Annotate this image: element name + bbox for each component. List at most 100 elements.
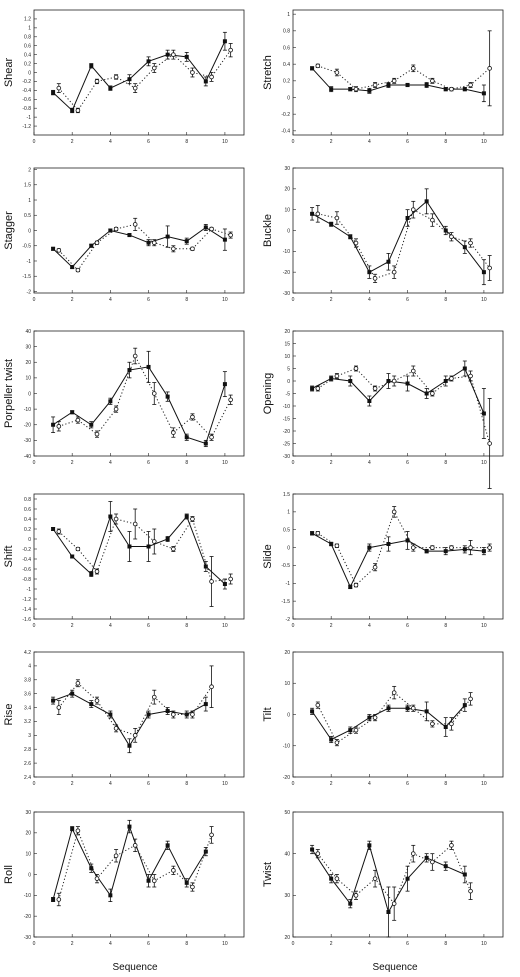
data-point-solid	[405, 876, 410, 881]
series-solid-line	[311, 200, 485, 273]
data-point-open	[315, 530, 321, 536]
y-tick-label: 0.8	[283, 29, 290, 35]
x-tick-label: 2	[330, 623, 333, 629]
data-point-solid	[310, 847, 315, 852]
data-point-solid	[89, 243, 94, 248]
data-point-open	[468, 888, 473, 894]
data-point-solid	[222, 39, 227, 44]
data-point-open	[487, 441, 492, 446]
data-point-solid	[70, 691, 75, 696]
data-point-solid	[348, 234, 353, 239]
data-point-solid	[386, 706, 391, 711]
data-point-open	[334, 373, 340, 379]
y-axis-label: Tilt	[262, 707, 274, 721]
panel-tilt: -20 -10 0 10 20 0 2 4 6 8 10 Tilt	[262, 650, 504, 787]
data-point-solid	[443, 864, 448, 869]
x-tick-label: 8	[185, 781, 188, 787]
panel-rise: 2.4 2.6 2.8 3 3.2 3.4 3.6 3.8 4 4.2 0 2 4 6 8 10 Rise	[3, 650, 245, 787]
x-tick-label: 0	[292, 623, 295, 629]
y-tick-label: -30	[283, 291, 290, 297]
data-point-open	[151, 878, 157, 884]
data-point-solid	[89, 572, 94, 576]
y-tick-label: -20	[24, 423, 31, 429]
data-point-open	[113, 406, 119, 412]
y-tick-label: -0.4	[22, 557, 31, 563]
data-point-solid	[424, 83, 429, 87]
data-point-solid	[127, 824, 132, 829]
series-solid-line	[52, 41, 226, 112]
data-point-open	[75, 546, 81, 552]
data-point-open	[372, 876, 378, 881]
x-tick-label: 0	[292, 297, 295, 303]
x-tick-label: 4	[109, 297, 112, 303]
data-point-solid	[424, 199, 429, 204]
x-tick-label: 2	[330, 941, 333, 947]
y-tick-label: -1	[27, 259, 32, 265]
y-tick-label: 0.2	[283, 79, 290, 85]
plot-frame	[292, 330, 504, 457]
y-tick-label: 30	[25, 810, 31, 816]
x-tick-label: 10	[222, 297, 228, 303]
y-tick-label: 20	[25, 831, 31, 837]
y-tick-label: 3	[28, 733, 31, 739]
data-point-solid	[443, 87, 448, 92]
y-tick-label: -10	[283, 744, 290, 750]
data-point-solid	[443, 228, 448, 233]
data-point-solid	[424, 391, 429, 396]
data-point-open	[113, 726, 119, 731]
data-point-solid	[51, 698, 56, 703]
x-tick-label: 4	[368, 139, 371, 145]
x-tick-label: 0	[33, 297, 36, 303]
y-tick-label: 1.5	[283, 492, 290, 498]
data-point-solid	[127, 544, 132, 549]
x-tick-label: 4	[368, 460, 371, 466]
y-tick-label: 3.6	[24, 691, 31, 697]
data-point-solid	[481, 91, 486, 96]
y-tick-label: 0	[287, 545, 290, 551]
series-dotted-line	[58, 354, 232, 439]
x-tick-label: 6	[406, 297, 409, 303]
data-point-open	[315, 211, 321, 217]
data-point-solid	[165, 52, 170, 57]
data-point-open	[190, 70, 195, 75]
y-tick-label: -10	[24, 407, 31, 413]
data-point-solid	[348, 728, 353, 733]
data-point-open	[430, 217, 435, 223]
data-point-solid	[165, 537, 170, 541]
data-point-open	[94, 240, 100, 245]
data-point-solid	[146, 364, 151, 369]
data-point-open	[151, 240, 157, 245]
y-tick-label: 1	[28, 198, 31, 204]
data-point-open	[209, 74, 214, 80]
y-tick-label: 0.5	[283, 528, 290, 534]
y-tick-label: 0	[28, 228, 31, 234]
y-tick-label: 1.5	[24, 183, 31, 189]
data-point-open	[190, 884, 195, 890]
data-point-open	[391, 378, 397, 384]
data-point-open	[228, 47, 233, 53]
data-point-open	[132, 353, 138, 359]
data-point-open	[334, 740, 340, 745]
data-point-open	[353, 240, 359, 246]
y-tick-label: 10	[25, 376, 31, 382]
series-dotted-line	[317, 367, 491, 444]
data-point-solid	[184, 712, 189, 717]
y-tick-label: -25	[283, 441, 290, 447]
data-point-open	[75, 108, 81, 113]
y-tick-label: -1	[27, 587, 32, 593]
x-tick-label: 10	[481, 781, 487, 787]
data-point-open	[410, 207, 416, 212]
panel-buckle: -30 -20 -10 0 10 20 30 0 2 4 6 8 10 Buckle	[262, 166, 504, 303]
x-tick-label: 2	[71, 941, 74, 947]
series-dotted-line	[317, 510, 490, 586]
data-point-solid	[70, 826, 75, 831]
data-point-open	[75, 267, 81, 273]
y-tick-label: -30	[24, 438, 31, 444]
x-tick-label: 10	[222, 623, 228, 629]
data-point-solid	[203, 79, 208, 84]
data-point-solid	[310, 66, 315, 71]
data-point-open	[449, 843, 454, 848]
data-point-open	[209, 434, 214, 440]
y-tick-label: -2	[286, 617, 291, 623]
